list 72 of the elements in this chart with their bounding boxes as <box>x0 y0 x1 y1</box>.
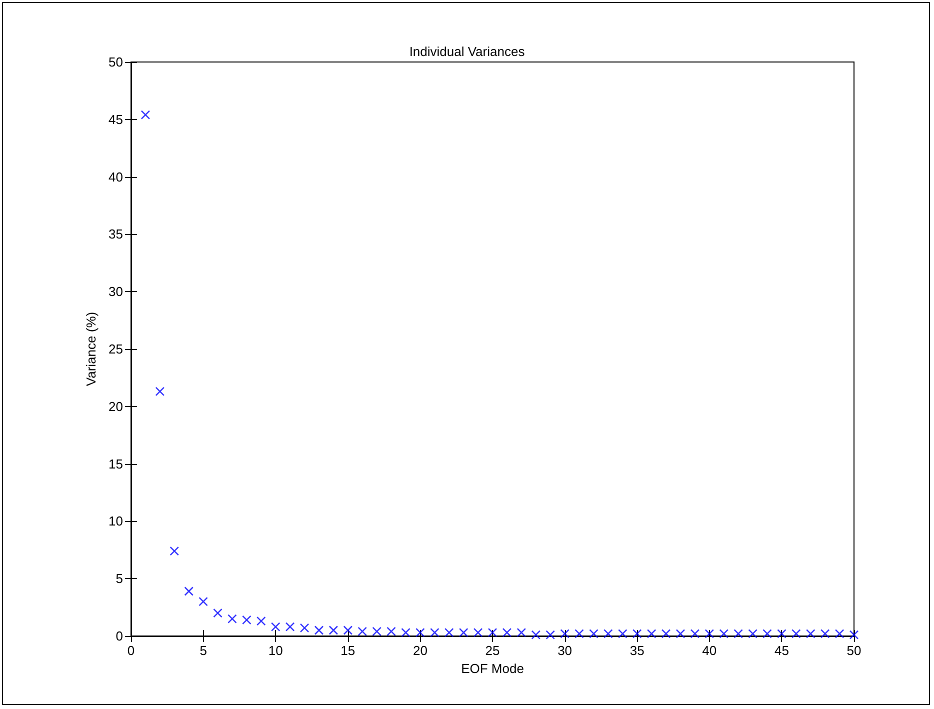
y-axis-title: Variance (%) <box>84 312 99 386</box>
point <box>242 615 252 625</box>
point <box>155 386 165 396</box>
point <box>589 629 598 638</box>
point <box>300 623 310 633</box>
point <box>444 628 454 638</box>
y-tick-label: 25 <box>108 342 123 356</box>
point <box>140 110 150 120</box>
point <box>719 629 729 638</box>
point <box>574 629 584 638</box>
y-tick-label: 10 <box>108 514 123 529</box>
point <box>184 586 194 596</box>
point <box>228 614 237 624</box>
y-tick-label: 5 <box>116 571 123 586</box>
y-tick-label: 30 <box>108 284 123 300</box>
point <box>430 628 440 638</box>
point <box>676 629 686 638</box>
y-tick-label: 0 <box>116 628 123 644</box>
point <box>502 628 512 638</box>
x-tick-label: 40 <box>702 643 717 658</box>
point <box>632 629 642 638</box>
y-tick-label: 50 <box>108 54 123 70</box>
y-tick-label: 40 <box>108 169 123 184</box>
point <box>516 628 526 638</box>
point <box>170 546 180 556</box>
point <box>401 628 410 638</box>
point <box>531 630 541 640</box>
x-axis-title: EOF Mode <box>461 660 524 676</box>
chart-title: Individual Variances <box>409 44 526 59</box>
point <box>849 630 859 640</box>
point <box>734 629 743 638</box>
point <box>748 629 758 638</box>
point <box>328 626 338 635</box>
point <box>834 629 844 638</box>
x-tick-label: 30 <box>558 643 572 658</box>
point <box>546 630 555 640</box>
point <box>386 626 396 636</box>
y-tick-label: 35 <box>108 226 123 242</box>
point <box>806 629 816 638</box>
x-tick-label: 5 <box>200 643 207 658</box>
point <box>777 629 786 638</box>
point <box>646 629 656 638</box>
point <box>458 628 468 638</box>
y-tick-label: 45 <box>108 112 123 127</box>
point <box>792 629 801 638</box>
y-tick-label: 15 <box>108 456 123 472</box>
x-tick-label: 15 <box>340 643 356 658</box>
x-tick-label: 0 <box>127 643 135 658</box>
x-tick-label: 35 <box>630 643 644 658</box>
point <box>358 626 368 636</box>
point <box>473 628 483 638</box>
point <box>270 622 280 632</box>
x-tick-label: 20 <box>412 643 428 658</box>
x-tick-label: 25 <box>485 643 500 658</box>
y-tick-label: 20 <box>108 398 123 414</box>
point <box>198 596 208 606</box>
point <box>704 629 714 638</box>
point <box>256 616 266 626</box>
point <box>762 629 772 638</box>
x-tick-label: 45 <box>774 643 789 658</box>
point <box>661 629 671 638</box>
point <box>618 629 628 638</box>
x-tick-label: 10 <box>268 643 283 658</box>
point <box>820 629 830 638</box>
point <box>285 622 295 632</box>
point <box>604 629 613 638</box>
point <box>213 608 222 618</box>
point <box>690 629 700 638</box>
x-tick-label: 50 <box>846 643 862 658</box>
point <box>372 626 382 636</box>
point <box>314 626 324 635</box>
point <box>560 629 570 638</box>
